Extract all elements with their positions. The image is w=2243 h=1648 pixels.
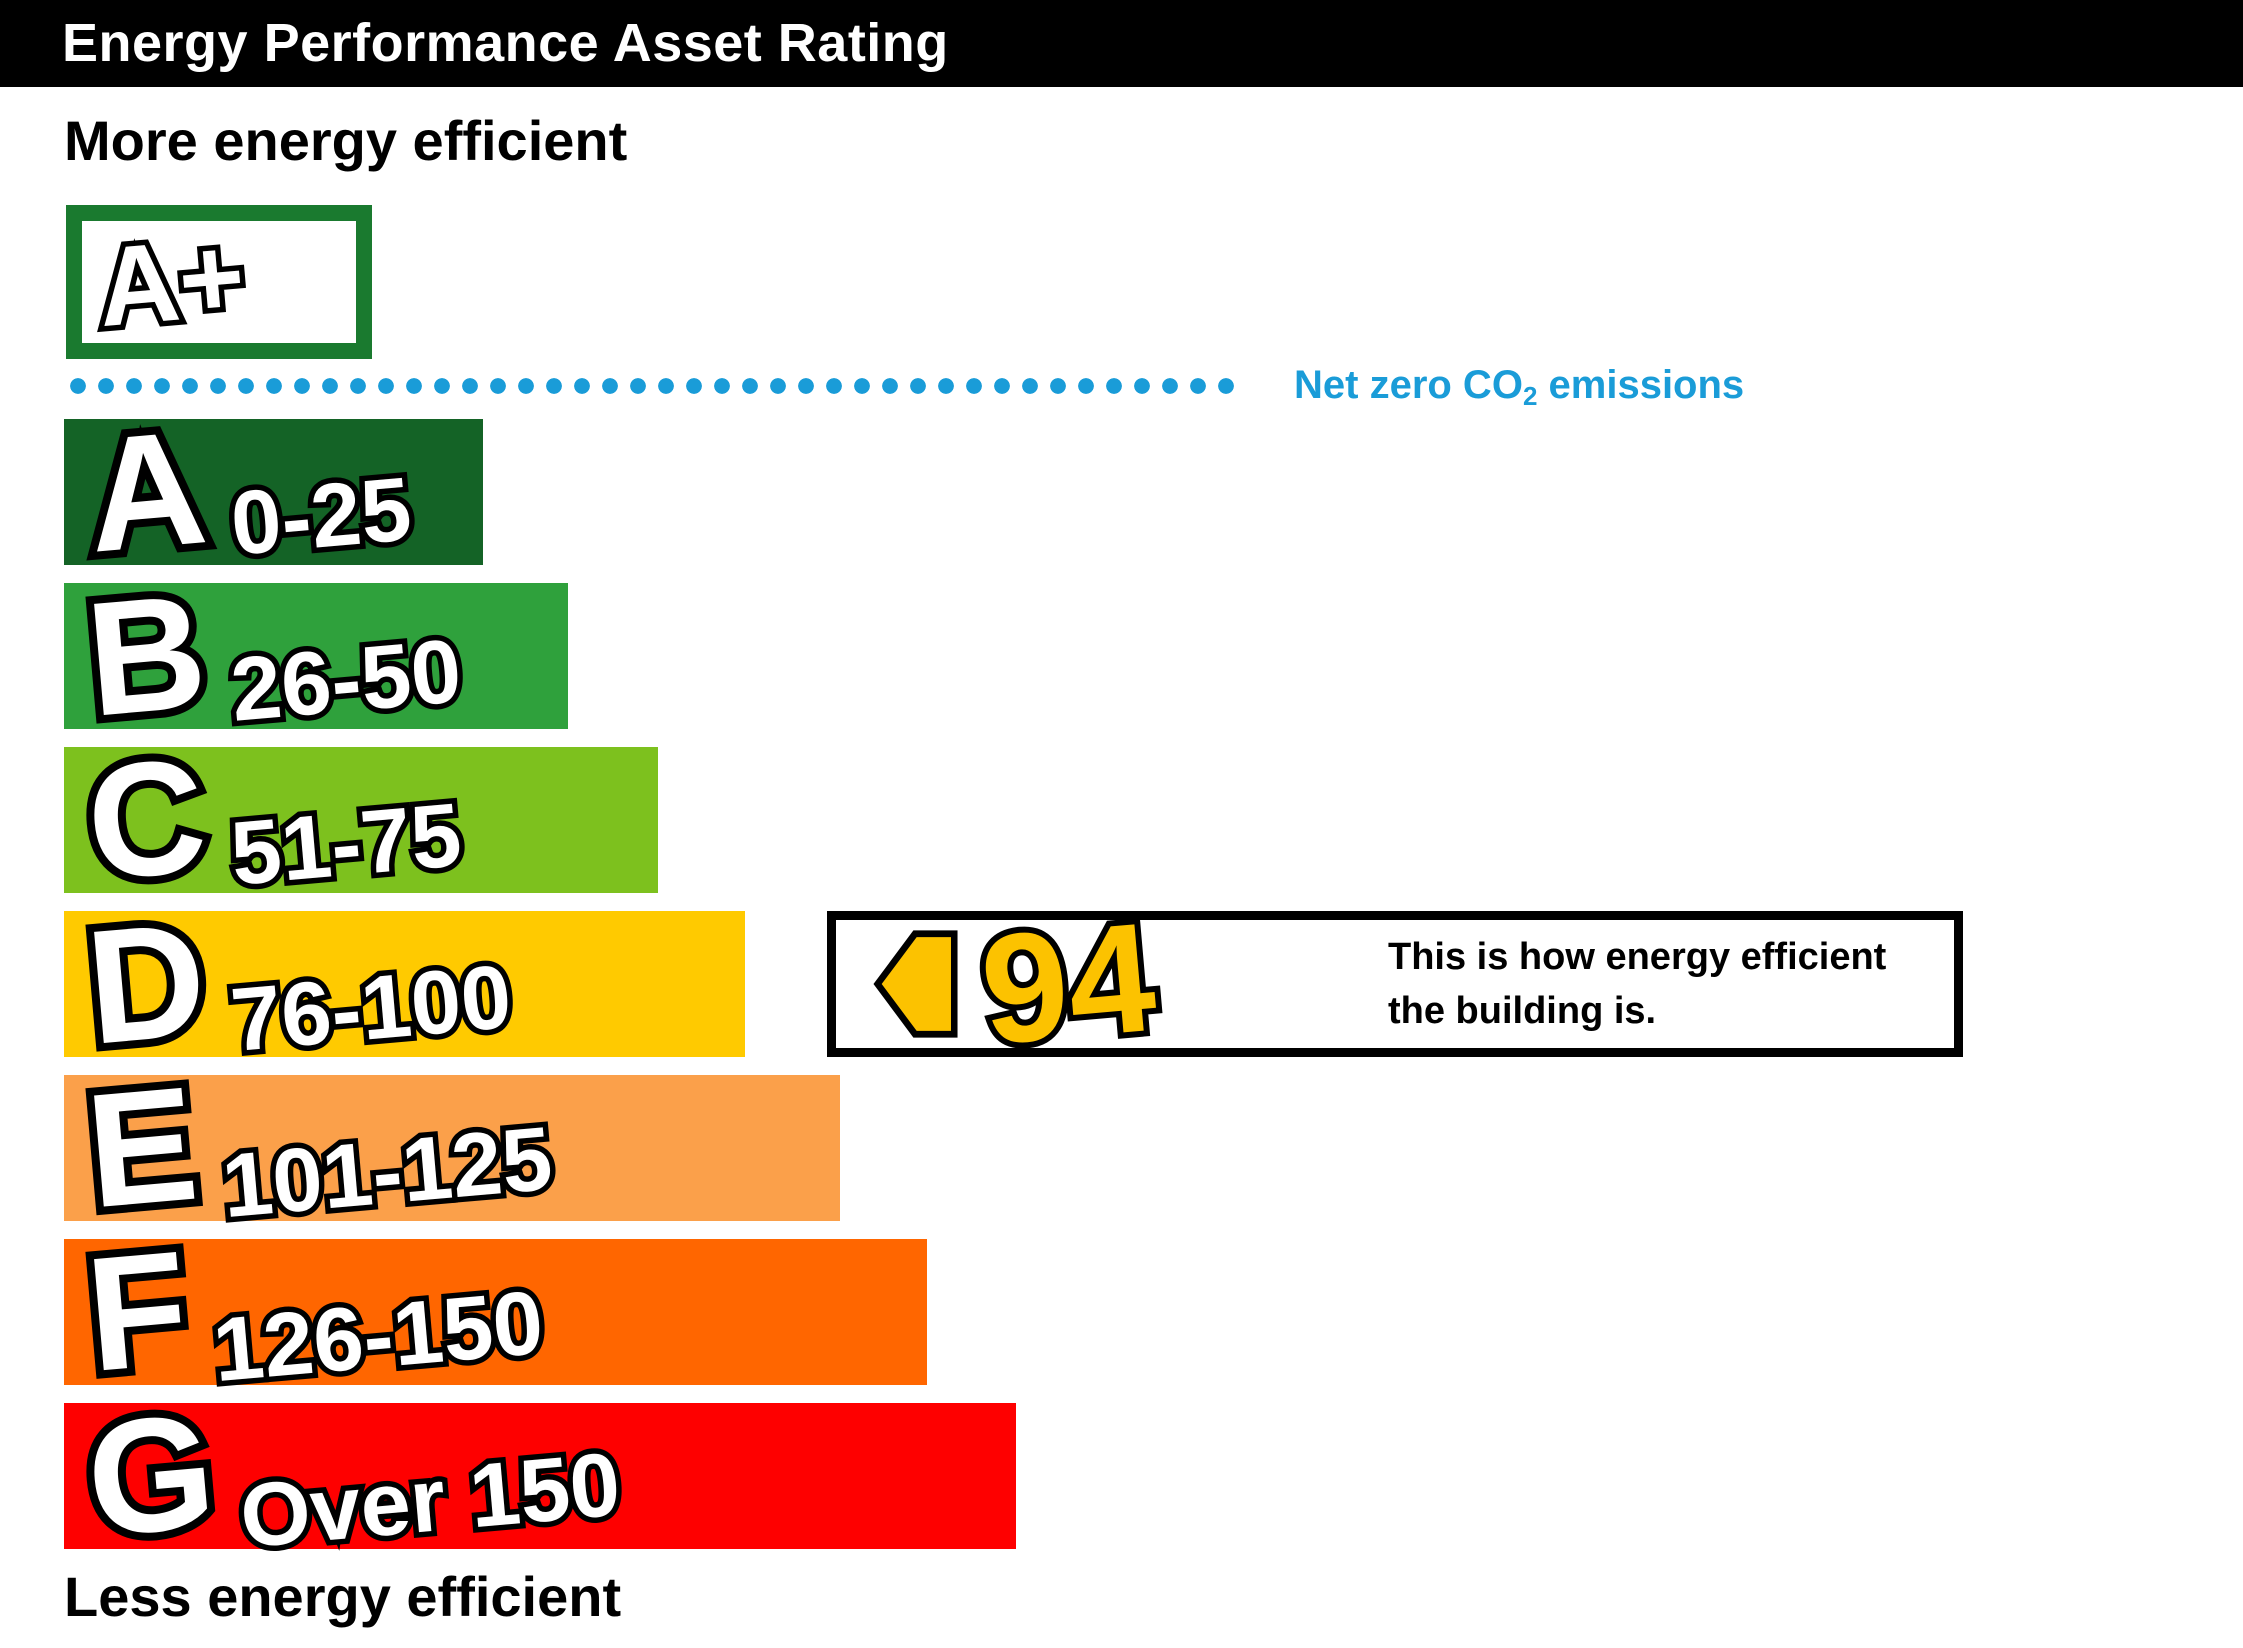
more-efficient-label: More energy efficient bbox=[64, 109, 628, 172]
band-range: 101-125 101-125 bbox=[213, 1103, 562, 1242]
rating-description-line2: the building is. bbox=[1388, 990, 1657, 1032]
less-efficient-label: Less energy efficient bbox=[64, 1565, 622, 1628]
rating-description-line1: This is how energy efficient bbox=[1388, 936, 1887, 978]
co2-subscript: 2 bbox=[1522, 381, 1538, 411]
band-range: 0-25 0-25 bbox=[221, 454, 420, 580]
band-c: C C 51-75 51-75 bbox=[64, 716, 658, 923]
rating-indicator: 94 94 This is how energy efficient the bu… bbox=[827, 884, 1963, 1083]
header-bar: Energy Performance Asset Rating bbox=[0, 0, 2243, 87]
netzero-label: Net zero CO2 emissions bbox=[1294, 363, 1745, 411]
band-range: 126-150 126-150 bbox=[204, 1267, 553, 1406]
aplus-label: A+ A+ bbox=[87, 207, 255, 355]
band-g: G G Over 150 Over 150 bbox=[64, 1372, 1016, 1579]
band-range: 51-75 51-75 bbox=[222, 780, 471, 911]
band-e: E E 101-125 101-125 bbox=[64, 1045, 840, 1250]
band-range: 76-100 76-100 bbox=[222, 941, 521, 1076]
band-b: B B 26-50 26-50 bbox=[64, 552, 568, 759]
band-f: F F 126-150 126-150 bbox=[64, 1209, 927, 1414]
band-range: Over 150 Over 150 bbox=[231, 1429, 630, 1573]
netzero-dotted-line-icon bbox=[64, 375, 1244, 397]
left-arrow-icon bbox=[873, 930, 958, 1038]
aplus-badge: A+ A+ bbox=[66, 205, 372, 359]
rating-value: 94 94 bbox=[969, 884, 1168, 1083]
band-d: D D 76-100 76-100 bbox=[64, 880, 745, 1087]
band-range: 26-50 26-50 bbox=[222, 616, 471, 747]
band-a: A A 0-25 0-25 bbox=[64, 388, 483, 595]
page-title: Energy Performance Asset Rating bbox=[62, 13, 949, 73]
rating-description: This is how energy efficient the buildin… bbox=[1388, 930, 1886, 1038]
